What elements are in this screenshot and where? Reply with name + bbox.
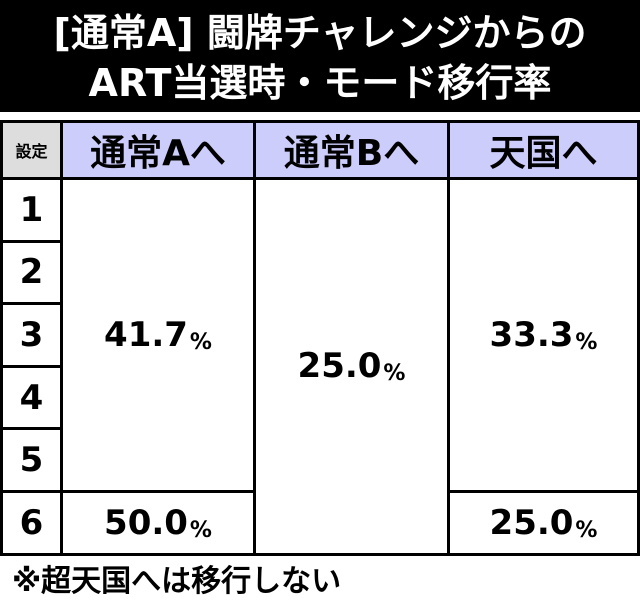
column-header: 通常Bへ [256, 123, 447, 177]
rate-unit: % [575, 330, 598, 355]
column-header: 通常Aへ [63, 123, 253, 177]
rate-number: 25.0 [297, 346, 382, 387]
rate-table: 設定 通常Aへ 通常Bへ 天国へ 1 2 3 4 5 6 41.7% 50.0% 25.0% 33.3% 2… [0, 120, 640, 556]
title-line: ART当選時・モード移行率 [88, 61, 552, 105]
setting-label: 1 [3, 180, 60, 240]
rate-unit: % [189, 517, 212, 543]
rate-value: 41.7% [104, 315, 212, 355]
rate-unit: % [383, 361, 406, 387]
title-line: [通常A] 闘牌チャレンジからの [53, 11, 587, 55]
rate-value: 33.3% [490, 315, 598, 355]
footnote: ※超天国へは移行しない [12, 564, 342, 599]
rate-cell: 41.7% [63, 180, 253, 490]
rate-number: 33.3 [489, 315, 574, 355]
setting-label: 5 [3, 430, 60, 490]
rate-cell: 33.3% [450, 180, 637, 490]
title-banner: [通常A] 闘牌チャレンジからの ART当選時・モード移行率 [0, 0, 640, 112]
setting-label: 4 [3, 367, 60, 428]
rate-number: 25.0 [489, 502, 574, 543]
rate-cell: 25.0% [450, 493, 637, 553]
setting-label: 2 [3, 242, 60, 303]
rate-number: 50.0 [104, 502, 188, 543]
rate-value: 25.0% [298, 346, 406, 386]
rate-value: 50.0% [104, 503, 212, 543]
rate-unit: % [575, 517, 598, 543]
rate-value: 25.0% [490, 503, 598, 543]
setting-label: 3 [3, 305, 60, 365]
rate-cell: 25.0% [256, 180, 447, 553]
corner-header: 設定 [3, 123, 60, 177]
rate-number: 41.7 [104, 315, 188, 355]
rate-unit: % [189, 330, 212, 355]
column-header: 天国へ [450, 123, 637, 177]
setting-label: 6 [3, 493, 60, 553]
rate-cell: 50.0% [63, 493, 253, 553]
